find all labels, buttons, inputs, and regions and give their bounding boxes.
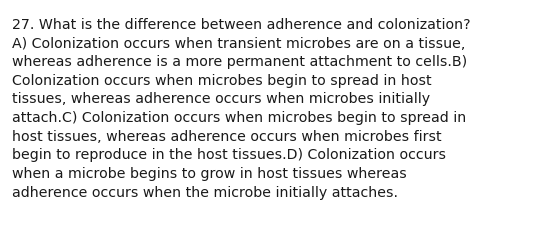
Text: 27. What is the difference between adherence and colonization?
A) Colonization o: 27. What is the difference between adher… [12, 18, 470, 199]
